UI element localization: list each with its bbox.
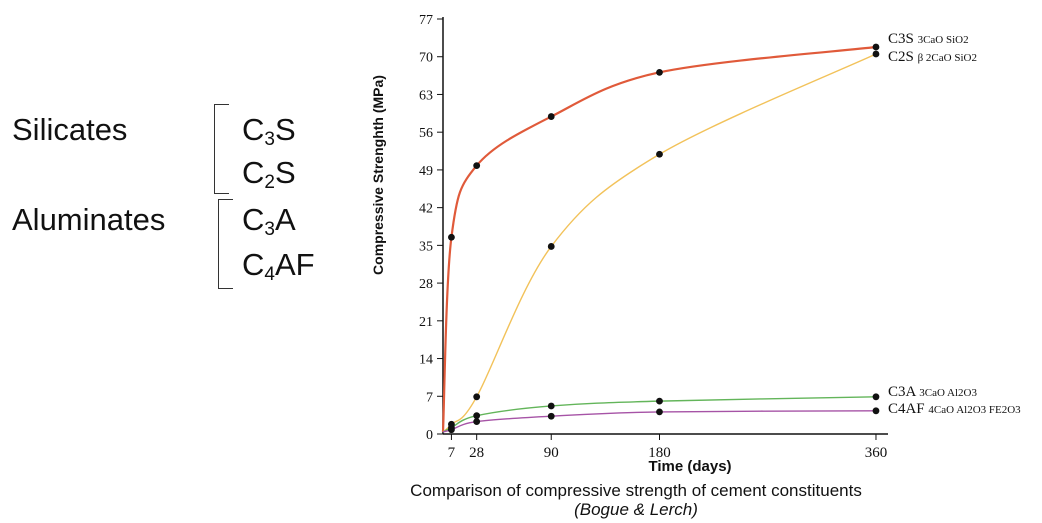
series-lines bbox=[441, 45, 877, 433]
x-tick-label: 180 bbox=[648, 445, 671, 461]
y-tick-label: 42 bbox=[419, 202, 433, 217]
data-point-c4af bbox=[448, 426, 455, 434]
data-point-c2s bbox=[473, 393, 481, 401]
data-point-c4af bbox=[473, 418, 481, 426]
series-line-c3s bbox=[441, 45, 877, 433]
y-tick-label: 0 bbox=[426, 428, 433, 443]
data-point-c4af bbox=[872, 407, 880, 415]
y-tick-label: 63 bbox=[419, 88, 433, 103]
y-tick-label: 49 bbox=[419, 164, 433, 179]
x-axis-label: Time (days) bbox=[648, 458, 731, 475]
y-tick-label: 7 bbox=[426, 390, 433, 405]
data-point-c3a bbox=[547, 402, 555, 410]
silicates-bracket bbox=[214, 104, 229, 194]
y-tick-label: 70 bbox=[419, 51, 433, 66]
data-point-c3s bbox=[872, 43, 880, 51]
y-axis-label: Compressive Strenghth (MPa) bbox=[370, 75, 386, 275]
y-tick-label: 35 bbox=[419, 239, 433, 254]
data-point-c3a bbox=[473, 412, 481, 420]
data-point-c2s bbox=[656, 150, 663, 158]
chart-caption: Comparison of compressive strength of ce… bbox=[410, 481, 862, 500]
data-point-c3a bbox=[872, 393, 880, 401]
data-point-c3s bbox=[656, 68, 663, 76]
component-c3a: C3A bbox=[242, 202, 296, 240]
data-point-c2s bbox=[547, 243, 555, 250]
series-line-c2s bbox=[442, 53, 877, 433]
y-tick-label: 28 bbox=[419, 277, 433, 292]
data-point-c2s bbox=[872, 50, 880, 58]
series-label-c3s: C3S 3CaO SiO2 bbox=[888, 31, 969, 47]
chart-credit: (Bogue & Lerch) bbox=[574, 500, 698, 519]
silicates-label: Silicates bbox=[12, 112, 128, 147]
series-label-c3a: C3A 3CaO Al2O3 bbox=[888, 384, 978, 400]
x-tick-label: 28 bbox=[469, 445, 484, 461]
y-tick-label: 77 bbox=[419, 13, 433, 28]
data-point-c3s bbox=[448, 233, 455, 241]
series-points bbox=[448, 43, 880, 434]
x-tick-label: 7 bbox=[448, 445, 456, 461]
aluminates-label: Aluminates bbox=[12, 202, 166, 237]
x-tick-label: 360 bbox=[865, 445, 888, 461]
x-tick-label: 90 bbox=[544, 445, 559, 461]
data-point-c3a bbox=[656, 397, 663, 405]
data-point-c3s bbox=[473, 162, 481, 169]
series-labels: C3S 3CaO SiO2 C2S β 2CaO SiO2 C3A 3CaO Al2… bbox=[888, 31, 1021, 417]
component-c2s: C2S bbox=[242, 155, 296, 193]
y-tick-label: 56 bbox=[419, 126, 433, 141]
data-point-c3s bbox=[547, 113, 555, 120]
component-c3s: C3S bbox=[242, 112, 296, 150]
data-point-c4af bbox=[656, 408, 663, 416]
data-point-c4af bbox=[547, 412, 555, 420]
y-tick-label: 21 bbox=[419, 315, 433, 330]
aluminates-bracket bbox=[218, 199, 233, 289]
component-c4af: C4AF bbox=[242, 247, 315, 285]
series-label-c2s: C2S β 2CaO SiO2 bbox=[888, 49, 977, 65]
y-tick-label: 14 bbox=[419, 353, 433, 368]
series-label-c4af: C4AF 4CaO Al2O3 FE2O3 bbox=[888, 401, 1021, 417]
